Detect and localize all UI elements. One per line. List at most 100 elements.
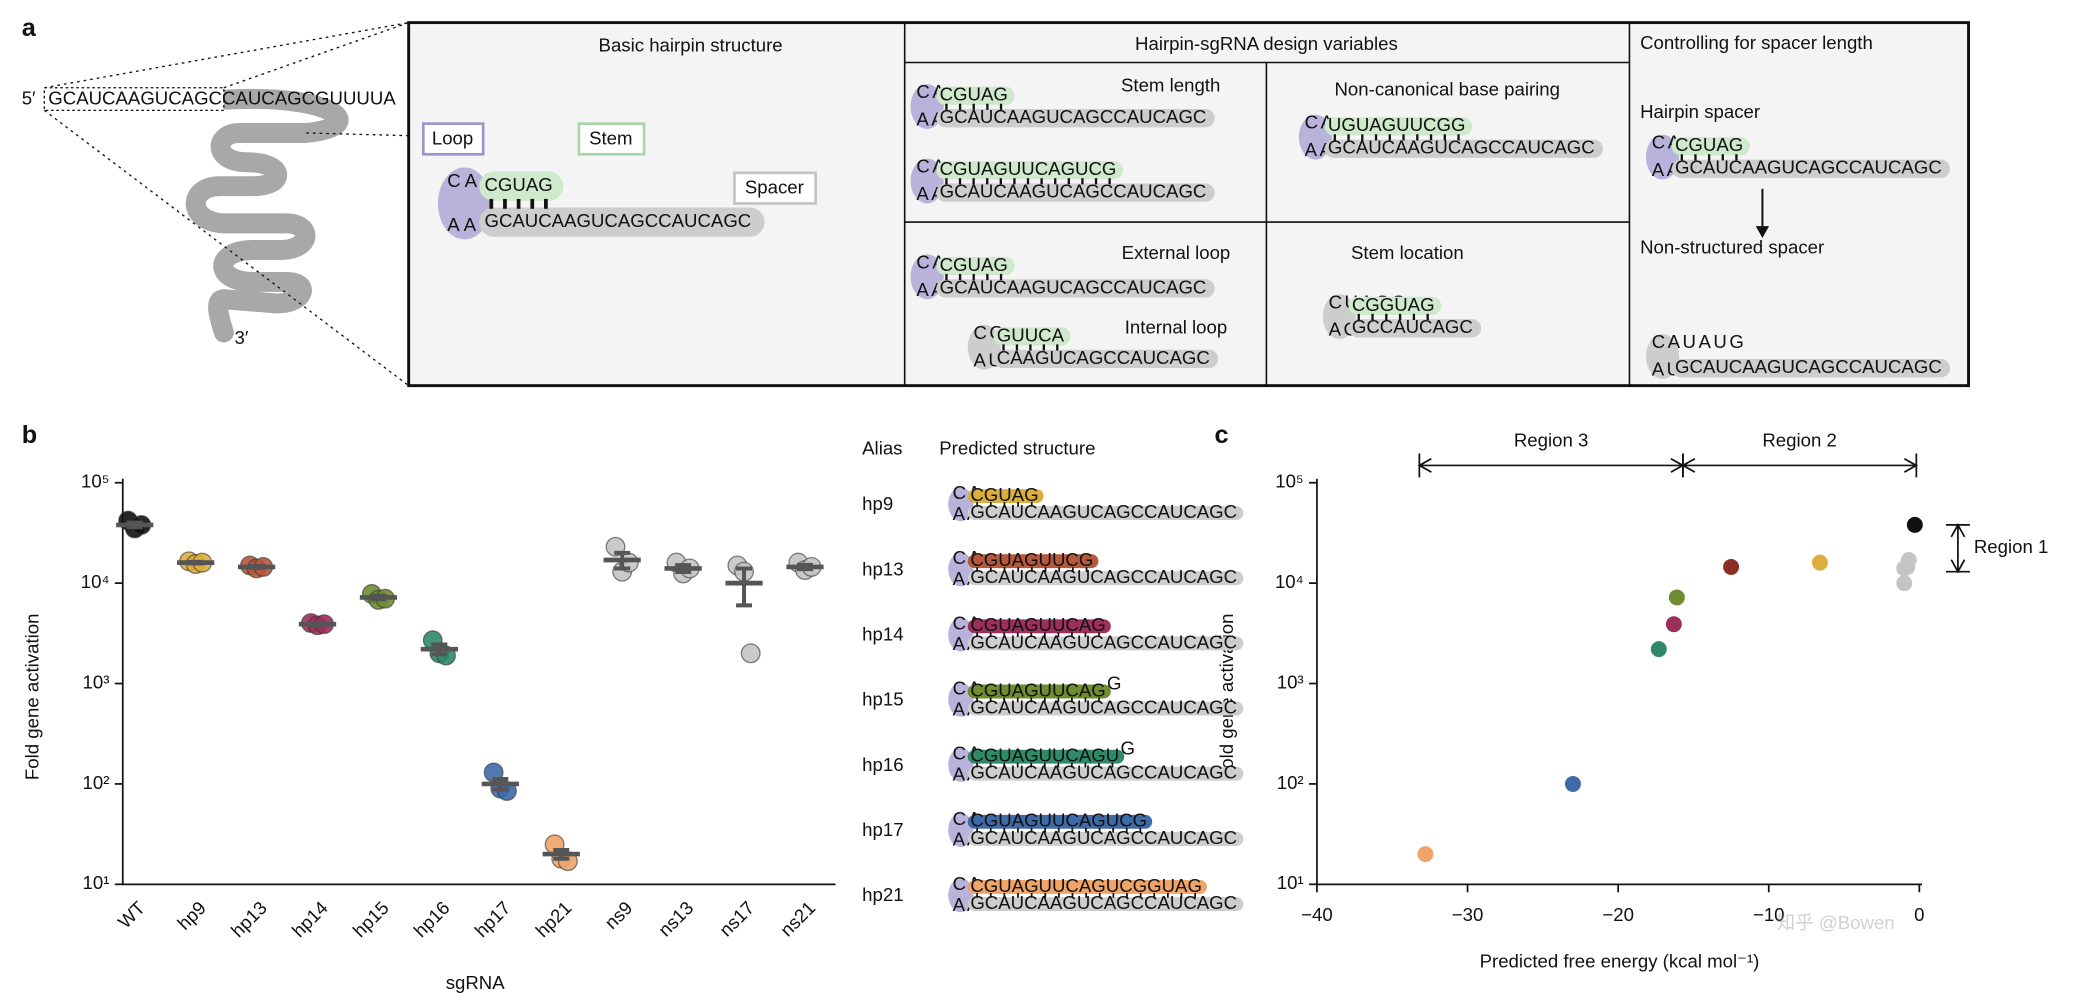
region-bracket [1945,523,1970,574]
spacer-sequence: GCAUCAAGUCAGCCAUCAGC [1675,356,1942,377]
spacer-backing [936,109,1215,128]
spacer-backing [967,701,1244,716]
zoom-line [223,21,409,89]
hairpin-loop [948,747,974,782]
stem-sequence: CGUAGUUCAG [970,679,1105,700]
stem-sequence: CGUAGUUCAGUCG [940,158,1117,179]
variable-title: Internal loop [1125,316,1227,337]
sgrna-overview [43,21,410,387]
spacer-sequence: GCAUCAAGUCAGCCAUCAGC [940,276,1207,297]
panel-a-frame [407,21,1971,388]
x-tick-label: hp13 [227,897,271,941]
stem-sequence: CGUAGUUCAGUCGGUAG [970,875,1202,896]
label-box [421,122,485,156]
region-label: Region 2 [1762,429,1837,450]
stem-sequence: CGUAG [940,84,1008,105]
stem-sequence: CGGUAG [1352,294,1435,315]
alias: hp21 [862,884,903,905]
x-axis-label: Predicted free energy (kcal mol⁻¹) [1480,951,1760,972]
alias: hp13 [862,558,903,579]
hairpin-loop [910,254,944,300]
replicate-dot [740,643,761,664]
spacer-backing [479,207,765,237]
zoom-line [43,109,410,387]
x-tick-label: hp15 [349,897,393,941]
table-header: Predicted structure [939,437,1095,458]
loop-label: Loop [432,128,473,149]
x-tick-label: ns21 [776,897,819,940]
alias: hp16 [862,754,903,775]
spacer-backing [967,897,1244,911]
loop-sequence: CAUAUG [1652,331,1747,352]
loop-sequence: AA [916,183,946,204]
stem-backing [936,86,1015,105]
spacer-sequence: GCCAUCAGC [1352,316,1473,337]
y-tick-label: 10⁵ [1275,471,1303,492]
y-tick-label: 10⁵ [81,471,109,492]
stem-backing [936,161,1124,180]
alias: hp9 [862,493,893,514]
spacer-backing [936,183,1215,202]
spacer-backing [967,831,1244,846]
x-tick-label: ns13 [654,897,697,940]
hairpin-loop [1298,114,1333,160]
y-tick-label: 10³ [83,671,110,692]
axis-line [121,478,836,886]
spacer-backing [1671,359,1951,378]
spacer-sequence: GCAUCAAGUCAGCCAUCAGC [940,106,1207,127]
point [1668,589,1685,606]
sgrna-backbone [185,88,349,343]
stem-sequence: CGUAG [1675,134,1743,155]
stem-sequence: CGUAG [484,174,552,195]
stem-backing [967,814,1153,829]
y-tick-label: 10⁴ [1275,571,1304,592]
point [1899,558,1916,575]
overhang: G [1107,672,1121,693]
alias: hp17 [862,819,903,840]
stem-backing [967,489,1044,503]
loop-sequence: AA [916,109,946,130]
x-tick-label: hp17 [470,897,514,941]
stem-sequence: CGUAGUUCAGUCG [970,810,1147,831]
stem-backing [967,749,1125,764]
x-tick-label: hp16 [410,897,454,941]
variable-title: Stem length [1121,74,1220,95]
variable-title: Hairpin spacer [1640,101,1760,122]
variable-title: External loop [1122,242,1231,263]
spacer-sequence: GCAUCAAGUCAGCCAUCAGC [1328,137,1595,158]
x-tick-label: ns9 [600,897,636,933]
y-tick-label: 10³ [1277,671,1304,692]
spacer-sequence: GCAUCAAGUCAGCCAUCAGC [1675,157,1942,178]
loop-sequence: AA [1305,139,1335,160]
y-tick-label: 10² [83,772,110,793]
spacer-sequence: GCAUCAAGUCAGCCAUCAGC [970,762,1237,783]
stem-sequence: CGUAGUUCAG [970,614,1105,635]
loop-sequence: CA [447,170,481,191]
spacer-backing [1671,159,1951,178]
hairpin-loop [1645,134,1680,180]
stem-sequence: UGUAGUUCGG [1328,114,1466,135]
x-tick-label: −20 [1602,904,1634,925]
spacer-backing [967,506,1244,521]
hairpin-loop [437,167,492,240]
point [1723,558,1740,575]
spacer-sequence: GCAUCAAGUCAGCCAUCAGC [940,181,1207,202]
region-label: Region 1 [1974,536,2049,557]
hairpin-loop [948,812,974,848]
spacer-backing [967,636,1244,651]
x-tick-label: −10 [1753,904,1785,925]
section-title: Hairpin-sgRNA design variables [1135,33,1398,54]
hairpin-loop [948,878,974,913]
axis-line [1316,478,1923,886]
point [1417,846,1434,863]
watermark: 知乎 @Bowen [1776,912,1894,933]
alias: hp14 [862,624,903,645]
stem-backing [1671,137,1750,156]
loop-sequence: AA [1652,159,1682,180]
table-header: Alias [862,437,902,458]
variable-title: Stem location [1351,242,1464,263]
loop-sequence: AA [916,279,946,300]
hairpin-loop [948,552,974,587]
stem-backing [936,256,1015,276]
